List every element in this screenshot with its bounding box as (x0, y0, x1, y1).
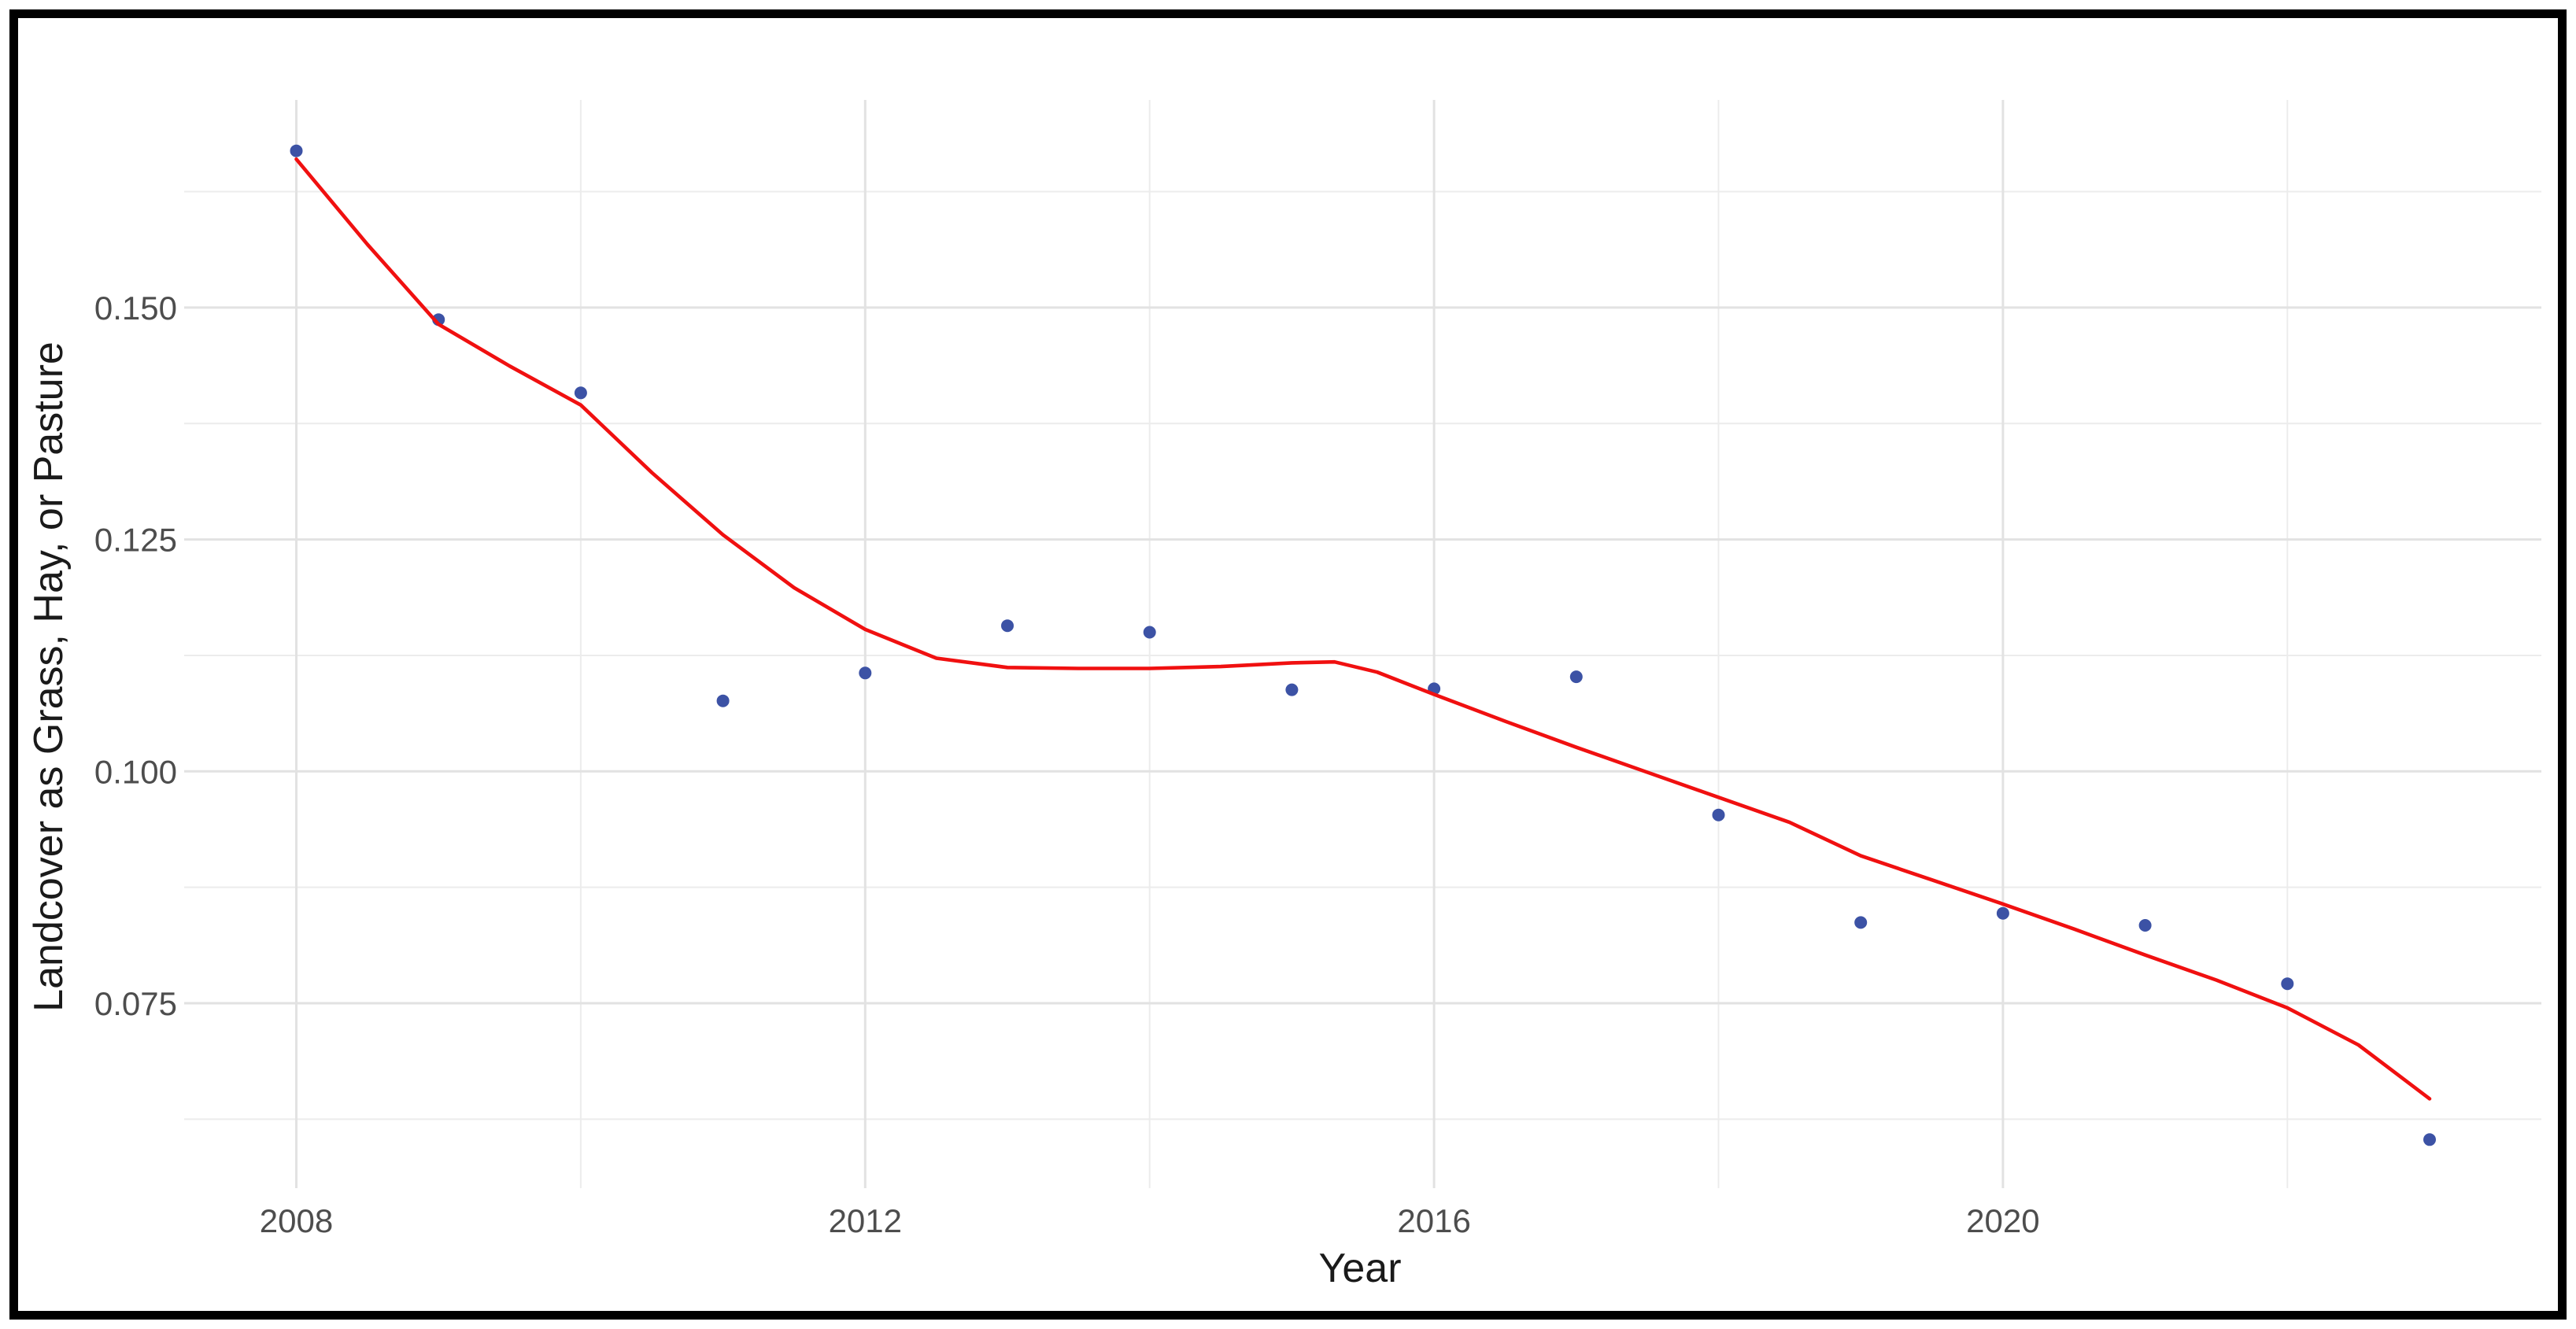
data-point (1143, 626, 1156, 639)
data-point (1569, 670, 1583, 684)
x-axis-title: Year (1318, 1246, 1402, 1291)
data-point (716, 694, 730, 707)
x-tick-label: 2020 (1966, 1202, 2039, 1239)
x-tick-label: 2016 (1397, 1202, 1470, 1239)
x-tick-label: 2012 (829, 1202, 902, 1239)
loess-smooth-line (294, 157, 2432, 1101)
data-point (859, 666, 872, 680)
y-tick-label: 0.075 (94, 985, 177, 1022)
data-point (1996, 906, 2009, 920)
y-tick-label: 0.150 (94, 290, 177, 327)
x-tick-label: 2008 (260, 1202, 333, 1239)
data-point (574, 386, 587, 400)
data-point (290, 144, 303, 157)
y-axis-title: Landcover as Grass, Hay, or Pasture (26, 341, 72, 1012)
data-point (2281, 977, 2294, 991)
y-tick-label: 0.100 (94, 753, 177, 790)
y-tick-label: 0.125 (94, 522, 177, 559)
data-point (2138, 919, 2152, 932)
data-point (1854, 916, 1868, 929)
data-point (1285, 683, 1299, 696)
data-point (1001, 619, 1014, 633)
data-point (1712, 808, 1725, 821)
data-point (2423, 1133, 2436, 1146)
